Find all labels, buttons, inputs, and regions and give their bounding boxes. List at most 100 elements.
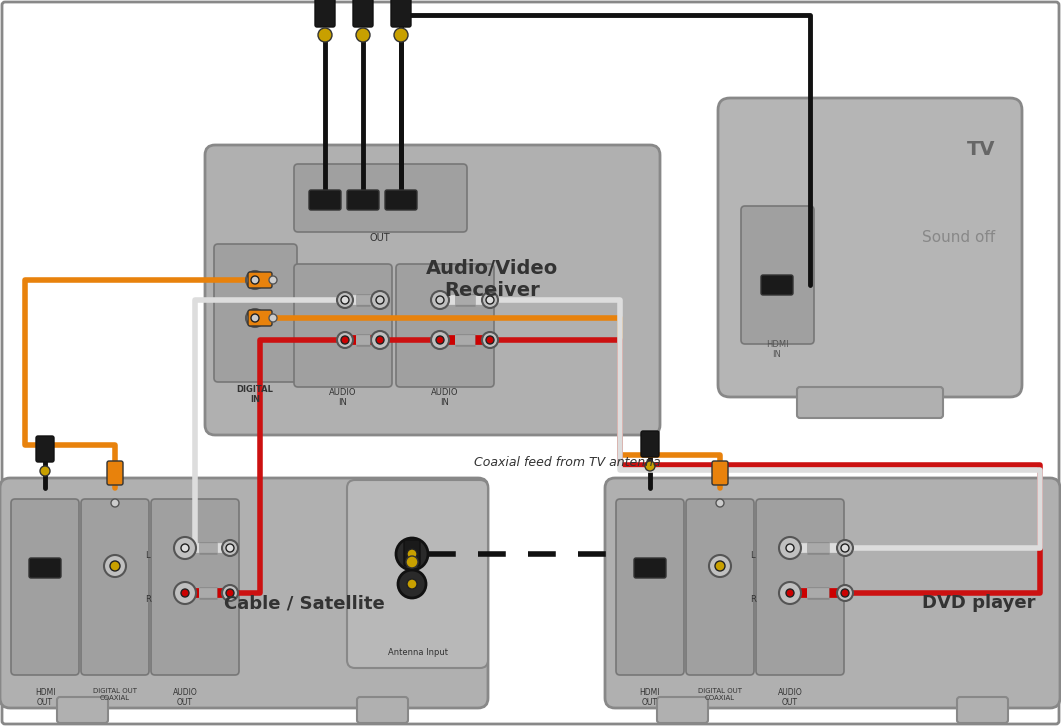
Circle shape [246,271,264,289]
Circle shape [786,544,794,552]
Circle shape [246,309,264,327]
Circle shape [181,589,189,597]
Circle shape [645,461,655,471]
FancyBboxPatch shape [353,0,373,27]
Text: R: R [145,595,151,605]
FancyBboxPatch shape [712,461,728,485]
Text: Coaxial feed from TV antenna: Coaxial feed from TV antenna [473,455,660,468]
Text: HDMI
IN: HDMI IN [766,340,788,359]
FancyBboxPatch shape [294,264,392,387]
FancyBboxPatch shape [309,190,341,210]
Circle shape [837,585,853,601]
FancyBboxPatch shape [248,272,272,288]
FancyBboxPatch shape [756,499,843,675]
Circle shape [482,292,498,308]
FancyBboxPatch shape [641,431,659,457]
FancyBboxPatch shape [347,190,379,210]
Circle shape [337,332,353,348]
Text: Antenna Input: Antenna Input [387,648,448,657]
Circle shape [486,336,494,344]
Text: L: L [750,552,754,560]
FancyBboxPatch shape [347,480,488,668]
FancyBboxPatch shape [356,697,408,723]
Circle shape [222,540,238,556]
Circle shape [104,555,126,577]
FancyBboxPatch shape [957,697,1008,723]
Text: OUT: OUT [369,233,390,243]
Text: DIGITAL
IN: DIGITAL IN [237,385,274,404]
Circle shape [269,276,277,284]
FancyBboxPatch shape [392,0,411,27]
Circle shape [371,291,389,309]
FancyBboxPatch shape [741,206,814,344]
Circle shape [486,296,494,304]
Text: DIGITAL OUT
COAXIAL: DIGITAL OUT COAXIAL [698,688,742,701]
FancyBboxPatch shape [686,499,754,675]
FancyBboxPatch shape [36,436,54,462]
Text: TV: TV [967,140,995,159]
Circle shape [337,292,353,308]
FancyBboxPatch shape [57,697,108,723]
Circle shape [431,331,449,349]
Circle shape [341,296,349,304]
Circle shape [779,537,801,559]
Circle shape [371,331,389,349]
FancyBboxPatch shape [616,499,684,675]
Text: AUDIO
OUT: AUDIO OUT [778,688,802,707]
Circle shape [356,28,370,42]
Text: HDMI
OUT: HDMI OUT [35,688,55,707]
FancyBboxPatch shape [151,499,239,675]
Circle shape [174,537,196,559]
Text: Cable / Satellite: Cable / Satellite [224,594,384,612]
Circle shape [376,296,384,304]
Circle shape [251,314,259,322]
FancyBboxPatch shape [797,387,943,418]
FancyBboxPatch shape [761,275,793,295]
Circle shape [406,556,418,568]
FancyBboxPatch shape [404,540,420,566]
FancyBboxPatch shape [107,461,123,485]
Circle shape [226,544,234,552]
Text: Audio/Video
Receiver: Audio/Video Receiver [427,259,559,301]
FancyBboxPatch shape [315,0,335,27]
Circle shape [318,28,332,42]
Circle shape [715,561,725,571]
Circle shape [251,276,259,284]
Circle shape [407,549,417,559]
Circle shape [709,555,731,577]
Circle shape [110,561,120,571]
Text: DVD player: DVD player [922,594,1034,612]
FancyBboxPatch shape [29,558,60,578]
FancyBboxPatch shape [634,558,666,578]
FancyBboxPatch shape [657,697,708,723]
Circle shape [269,314,277,322]
Circle shape [396,538,428,570]
FancyBboxPatch shape [294,164,467,232]
Text: AUDIO
IN: AUDIO IN [431,388,458,407]
Circle shape [394,28,408,42]
Text: AUDIO
IN: AUDIO IN [329,388,356,407]
FancyBboxPatch shape [385,190,417,210]
Text: AUDIO
OUT: AUDIO OUT [173,688,197,707]
Circle shape [40,466,50,476]
Text: DIGITAL OUT
COAXIAL: DIGITAL OUT COAXIAL [93,688,137,701]
FancyBboxPatch shape [11,499,79,675]
Circle shape [222,585,238,601]
Text: HDMI
OUT: HDMI OUT [640,688,660,707]
Text: Sound off: Sound off [922,230,995,245]
FancyBboxPatch shape [214,244,297,382]
Circle shape [837,540,853,556]
FancyBboxPatch shape [718,98,1022,397]
FancyBboxPatch shape [248,310,272,326]
Circle shape [431,291,449,309]
Circle shape [786,589,794,597]
Circle shape [226,589,234,597]
FancyBboxPatch shape [81,499,149,675]
FancyBboxPatch shape [396,264,494,387]
FancyBboxPatch shape [205,145,660,435]
Circle shape [716,499,724,507]
Circle shape [436,296,443,304]
FancyBboxPatch shape [0,478,488,708]
Circle shape [841,544,849,552]
Circle shape [376,336,384,344]
